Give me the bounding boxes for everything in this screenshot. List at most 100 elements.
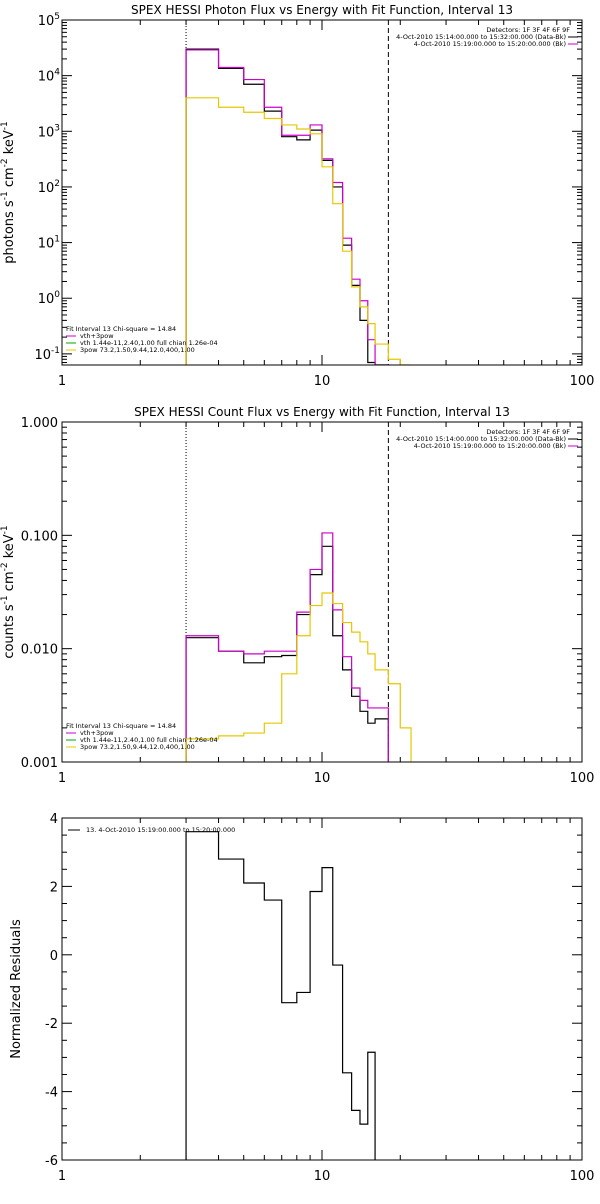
chart-2: SPEX HESSI Count Flux vs Energy with Fit… (0, 405, 594, 786)
y-tick-label-base: 0.010 (21, 643, 58, 658)
series-line (185, 831, 376, 1160)
y-tick-label: 104 (38, 68, 61, 85)
y-tick-label-base: 10 (38, 292, 55, 307)
y-tick-label-base: 10 (38, 181, 55, 196)
legend-entry-label: vth+3pow (80, 729, 114, 737)
series-3pow (185, 97, 412, 365)
y-tick-label-exponent: 4 (54, 68, 60, 78)
detectors-label: Detectors: 1F 3F 4F 6F 9F (486, 428, 570, 436)
y-tick-label: 2 (50, 880, 58, 895)
y-tick-label: 1.000 (21, 416, 58, 431)
legend-entry-label: vth+3pow (80, 332, 114, 340)
y-axis-label-ylabel_end: keV (2, 130, 17, 158)
chart-3: 1 10 100 4 2 0 -2 -4 -6 Normalized Residuals 13. 4… (9, 812, 594, 1184)
y-axis-label-ylabel_sup3: -1 (0, 121, 10, 130)
x-tick-label: 100 (570, 1169, 595, 1184)
detectors-label: Detectors: 1F 3F 4F 6F 9F (486, 26, 570, 34)
y-tick-label: 101 (38, 235, 60, 252)
legend-entry-label: 13. 4-Oct-2010 15:19:00.000 to 15:20:00.… (86, 826, 235, 834)
y-tick-label: 4 (50, 812, 58, 827)
series-3pow (185, 592, 412, 762)
y-tick-label: 0.001 (21, 756, 58, 771)
x-tick-label: 1 (58, 1169, 66, 1184)
series-line (185, 97, 412, 365)
plot-frame (61, 421, 583, 763)
chart-title: SPEX HESSI Count Flux vs Energy with Fit… (134, 405, 510, 419)
chart-title: SPEX HESSI Photon Flux vs Energy with Fi… (131, 3, 513, 17)
series-vth+3pow (185, 49, 389, 365)
y-axis-label-ylabel: counts s (2, 604, 17, 659)
plot-frame (61, 19, 583, 366)
y-tick-label: -2 (45, 1017, 58, 1032)
x-tick-label: 10 (314, 771, 331, 786)
series-vth+3pow (185, 532, 389, 762)
series-line (185, 545, 389, 762)
y-tick-label: -6 (45, 1154, 58, 1169)
y-tick-label-base: -6 (45, 1154, 58, 1169)
legend-entry-label: 4-Oct-2010 15:19:00.000 to 15:20:00.000 … (414, 40, 566, 48)
y-axis-label-ylabel_sup1: -1 (0, 191, 10, 200)
x-tick-label: 1 (58, 374, 66, 389)
y-tick-label-base: 10 (34, 348, 51, 363)
y-axis-label-ylabel_mid: cm (2, 167, 17, 191)
y-tick-label-base: 1.000 (21, 416, 58, 431)
y-axis-label-ylabel_sup1: -1 (0, 595, 10, 604)
x-tick-label: 10 (314, 1169, 331, 1184)
legend-entry-label: 3pow 73.2,1.50,9.44,12.0,400,1.00 (80, 346, 195, 354)
y-tick-label: 103 (38, 123, 60, 140)
y-tick-label: 10-1 (34, 346, 60, 363)
y-tick-label: 0.100 (21, 529, 58, 544)
series-Data-Bk (185, 48, 389, 365)
y-axis-label-ylabel: photons s (2, 200, 17, 264)
x-tick-label: 100 (570, 374, 595, 389)
y-tick-label-exponent: -1 (51, 346, 60, 356)
y-tick-label: 100 (38, 290, 61, 307)
y-axis-label-ylabel_sup2: -2 (0, 158, 10, 167)
y-tick-label-base: 10 (38, 14, 55, 29)
fit-summary-label: Fit Interval 13 Chi-square = 14.84 (66, 325, 176, 333)
series-line (185, 49, 389, 365)
series-residuals (185, 831, 376, 1160)
y-tick-label-base: 4 (50, 812, 58, 827)
y-tick-label-exponent: 2 (54, 179, 60, 189)
y-tick-label-exponent: 5 (54, 12, 60, 22)
y-tick-label-base: 10 (38, 125, 55, 140)
y-axis-label-ylabel_sup3: -1 (0, 525, 10, 534)
y-tick-label-base: -2 (45, 1017, 58, 1032)
y-tick-label-exponent: 0 (54, 290, 60, 300)
series-line (185, 48, 389, 365)
y-axis-label-ylabel_end: keV (2, 534, 17, 562)
y-axis-label-ylabel: Normalized Residuals (9, 919, 24, 1059)
y-tick-label-base: 2 (50, 880, 58, 895)
y-tick-label: 102 (38, 179, 60, 196)
x-tick-label: 10 (314, 374, 331, 389)
legend-entry-label: vth 1.44e-11,2.40,1.00 full chian 1.26e-… (80, 339, 218, 347)
series-line (185, 592, 412, 762)
x-tick-label: 100 (570, 771, 595, 786)
series-line (185, 532, 389, 762)
y-tick-label: -4 (45, 1086, 58, 1101)
x-tick-label: 1 (58, 771, 66, 786)
y-tick-label-base: 10 (38, 237, 55, 252)
y-axis-label: Normalized Residuals (9, 919, 24, 1059)
legend-entry-label: 4-Oct-2010 15:19:00.000 to 15:20:00.000 … (414, 442, 566, 450)
y-tick-label: 0.010 (21, 643, 58, 658)
y-tick-label-exponent: 1 (54, 235, 60, 245)
legend-entry-label: vth 1.44e-11,2.40,1.00 full chian 1.26e-… (80, 736, 218, 744)
y-tick-label-base: 0.100 (21, 529, 58, 544)
fit-summary-label: Fit Interval 13 Chi-square = 14.84 (66, 722, 176, 730)
legend-entry-label: 3pow 73.2,1.50,9.44,12.0,400,1.00 (80, 743, 195, 751)
y-tick-label-base: -4 (45, 1086, 58, 1101)
y-tick-label-base: 0 (50, 949, 58, 964)
y-tick-label-base: 0.001 (21, 756, 58, 771)
y-axis-label: photons s-1 cm-2 keV-1 (0, 121, 17, 263)
series-Data-Bk (185, 545, 389, 762)
y-tick-label: 0 (50, 949, 58, 964)
y-tick-label: 105 (38, 12, 60, 29)
y-axis-label: counts s-1 cm-2 keV-1 (0, 525, 17, 658)
y-tick-label-base: 10 (38, 70, 55, 85)
plot-frame (61, 817, 583, 1161)
chart-1: SPEX HESSI Photon Flux vs Energy with Fi… (0, 3, 594, 389)
